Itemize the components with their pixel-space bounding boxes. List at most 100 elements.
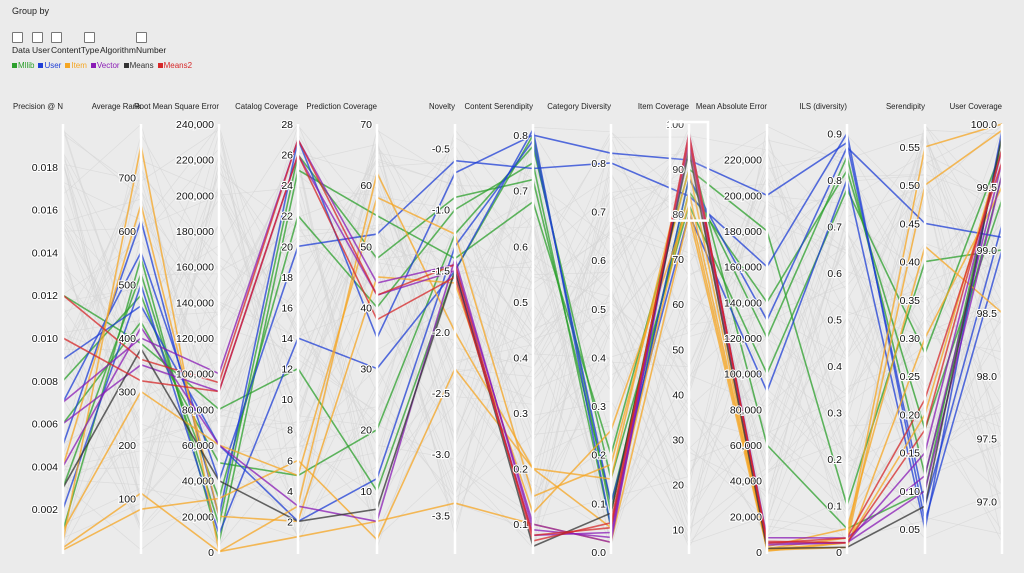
checkbox-label-algorithm: Algorithm — [100, 45, 136, 55]
group-by-label: Group by — [12, 6, 50, 16]
tick-label: 0.8 — [827, 175, 842, 187]
tick-label: 97.0 — [977, 497, 998, 509]
tick-label: 22 — [281, 211, 293, 223]
tick-label: 0 — [836, 547, 842, 559]
axis: ILS (diversity) 0 0.1 0.2 0.3 0.4 0.5 0.6 0.7 0.8… — [799, 102, 849, 560]
tick-label: 160,000 — [176, 262, 214, 274]
tick-label: 0.6 — [591, 255, 606, 267]
tick-label: 50 — [360, 241, 372, 253]
tick-label: 6 — [287, 455, 293, 467]
tick-label: 0.05 — [900, 524, 921, 536]
tick-label: 2 — [287, 516, 293, 528]
axis: Category Diversity 0.0 0.1 0.2 0.3 0.4 0.5 0.6 0… — [547, 102, 613, 560]
tick-label: 0.7 — [827, 221, 842, 233]
legend-item-vector[interactable]: Vector — [90, 61, 120, 70]
axis: Serendipity 0.05 0.10 0.15 0.20 0.25 0.30 0.35 0… — [886, 102, 927, 554]
tick-label: 0.3 — [827, 407, 842, 419]
checkbox-contenttype[interactable] — [51, 32, 62, 43]
legend-item-mllib[interactable]: Mllib — [12, 61, 34, 70]
tick-label: 0.8 — [591, 158, 606, 170]
tick-label: 18 — [281, 272, 293, 284]
tick-label: -1.5 — [432, 266, 450, 278]
tick-label: 220,000 — [724, 155, 762, 167]
tick-label: 70 — [672, 254, 684, 266]
tick-label: 0.010 — [32, 333, 58, 345]
legend-label: Vector — [96, 61, 120, 70]
tick-label: 10 — [672, 524, 684, 536]
tick-label: 20,000 — [182, 511, 214, 523]
tick-label: 60 — [360, 180, 372, 192]
tick-label: 0.6 — [827, 268, 842, 280]
tick-label: 0.006 — [32, 419, 58, 431]
checkbox-label-number: Number — [136, 45, 167, 55]
tick-label: 40,000 — [730, 476, 762, 488]
tick-label: 0.0 — [591, 547, 606, 559]
checkbox-number[interactable] — [136, 32, 147, 43]
tick-label: 120,000 — [724, 333, 762, 345]
legend-label: Means — [129, 61, 154, 70]
axis: Average Rank 100 200 300 400 500 600 700 — [92, 102, 143, 554]
axis-label: Novelty — [429, 102, 455, 111]
legend-swatch — [157, 63, 163, 69]
tick-label: 0.5 — [827, 314, 842, 326]
tick-label: 0.016 — [32, 205, 58, 217]
tick-label: 100 — [118, 494, 136, 506]
tick-label: 97.5 — [977, 434, 998, 446]
tick-label: 0 — [208, 547, 214, 559]
legend-item-means[interactable]: Means — [123, 61, 154, 70]
tick-label: 20 — [360, 425, 372, 437]
axis-label: ILS (diversity) — [799, 102, 847, 111]
axis: Prediction Coverage 10 20 30 40 50 60 70 — [306, 102, 379, 554]
checkbox-user[interactable] — [32, 32, 43, 43]
tick-label: 0.002 — [32, 504, 58, 516]
legend-item-means2[interactable]: Means2 — [157, 61, 193, 70]
checkbox-label-data: Data — [12, 45, 30, 55]
tick-label: 0.1 — [827, 500, 842, 512]
tick-label: 16 — [281, 302, 293, 314]
tick-label: 0.20 — [900, 409, 921, 421]
tick-label: 30 — [360, 364, 372, 376]
tick-label: 98.0 — [977, 371, 998, 383]
tick-label: 0.2 — [827, 454, 842, 466]
tick-label: 30 — [672, 434, 684, 446]
tick-label: 300 — [118, 387, 136, 399]
legend-swatch — [65, 63, 71, 69]
tick-label: -3.5 — [432, 510, 450, 522]
tick-label: 0.40 — [900, 257, 921, 269]
axis-label: Serendipity — [886, 102, 925, 111]
tick-label: 50 — [672, 344, 684, 356]
legend-item-item[interactable]: Item — [65, 61, 87, 70]
tick-label: 14 — [281, 333, 293, 345]
tick-label: -3.0 — [432, 449, 450, 461]
tick-label: 700 — [118, 173, 136, 185]
legend-item-user[interactable]: User — [38, 61, 61, 70]
tick-label: 60,000 — [730, 440, 762, 452]
tick-label: 12 — [281, 364, 293, 376]
axis: User Coverage 97.0 97.5 98.0 98.5 99.0 99.5 100… — [950, 102, 1004, 554]
tick-label: 100,000 — [176, 369, 214, 381]
tick-label: 26 — [281, 150, 293, 162]
tick-label: 0.3 — [591, 401, 606, 413]
legend-label: Means2 — [163, 61, 193, 70]
tick-label: 70 — [360, 119, 372, 131]
group-by-options: Data User ContentType Algorithm Number — [12, 32, 192, 58]
legend-swatch — [38, 63, 44, 69]
tick-label: 99.5 — [977, 182, 998, 194]
tick-label: 80,000 — [182, 404, 214, 416]
checkbox-label-user: User — [32, 45, 50, 55]
tick-label: 0.004 — [32, 461, 58, 473]
tick-label: 60,000 — [182, 440, 214, 452]
checkbox-data[interactable] — [12, 32, 23, 43]
tick-label: 24 — [281, 180, 293, 192]
axis-label: Mean Absolute Error — [696, 102, 767, 111]
tick-label: -1.0 — [432, 205, 450, 217]
tick-label: 80,000 — [730, 404, 762, 416]
tick-label: 0.35 — [900, 295, 921, 307]
tick-label: 0.4 — [827, 361, 842, 373]
brush-selection — [668, 120, 710, 222]
legend-swatch — [90, 63, 96, 69]
axis-label: Root Mean Square Error — [134, 102, 219, 111]
axis-label: Item Coverage — [638, 102, 689, 111]
checkbox-algorithm[interactable] — [84, 32, 95, 43]
axis: Mean Absolute Error 0 20,000 40,000 60,000 80… — [696, 102, 769, 560]
